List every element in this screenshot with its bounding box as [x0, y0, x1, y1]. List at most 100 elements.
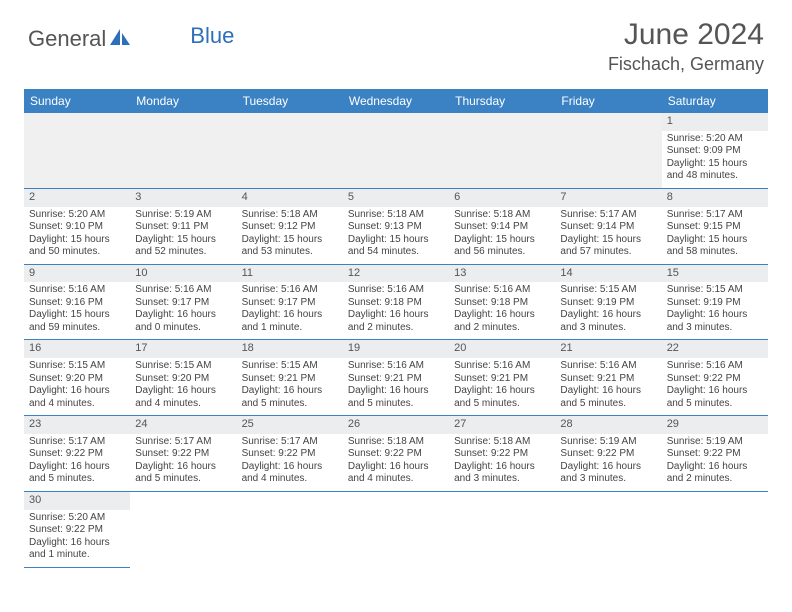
day-number: 25: [237, 416, 343, 434]
daylight-text: Daylight: 16 hours and 2 minutes.: [667, 461, 763, 486]
calendar-cell: [555, 491, 661, 567]
daylight-text: Daylight: 16 hours and 5 minutes.: [348, 385, 444, 410]
day-number: 21: [555, 340, 661, 358]
day-header: Tuesday: [237, 89, 343, 113]
calendar-cell: 13Sunrise: 5:16 AMSunset: 9:18 PMDayligh…: [449, 264, 555, 340]
location: Fischach, Germany: [608, 54, 764, 75]
sunset-text: Sunset: 9:21 PM: [348, 373, 444, 386]
daylight-text: Daylight: 16 hours and 3 minutes.: [560, 461, 656, 486]
daylight-text: Daylight: 16 hours and 2 minutes.: [348, 309, 444, 334]
day-number: 18: [237, 340, 343, 358]
daylight-text: Daylight: 15 hours and 52 minutes.: [135, 234, 231, 259]
calendar-cell: 8Sunrise: 5:17 AMSunset: 9:15 PMDaylight…: [662, 188, 768, 264]
sunset-text: Sunset: 9:13 PM: [348, 221, 444, 234]
sunset-text: Sunset: 9:12 PM: [242, 221, 338, 234]
day-number: 1: [662, 113, 768, 131]
day-number: 10: [130, 265, 236, 283]
sunrise-text: Sunrise: 5:20 AM: [667, 133, 763, 146]
day-number: 3: [130, 189, 236, 207]
sunset-text: Sunset: 9:21 PM: [560, 373, 656, 386]
sunset-text: Sunset: 9:14 PM: [560, 221, 656, 234]
calendar-cell: 2 Sunrise: 5:20 AMSunset: 9:10 PMDaylight…: [24, 188, 130, 264]
header: General Blue June 2024 Fischach, Germany: [0, 0, 792, 83]
day-number: 14: [555, 265, 661, 283]
sunset-text: Sunset: 9:22 PM: [560, 448, 656, 461]
calendar-cell: 17Sunrise: 5:15 AMSunset: 9:20 PMDayligh…: [130, 340, 236, 416]
calendar-cell: 10Sunrise: 5:16 AMSunset: 9:17 PMDayligh…: [130, 264, 236, 340]
sunrise-text: Sunrise: 5:16 AM: [454, 360, 550, 373]
day-number: 22: [662, 340, 768, 358]
calendar-cell: 15Sunrise: 5:15 AMSunset: 9:19 PMDayligh…: [662, 264, 768, 340]
sunset-text: Sunset: 9:14 PM: [454, 221, 550, 234]
sunset-text: Sunset: 9:22 PM: [135, 448, 231, 461]
sunrise-text: Sunrise: 5:17 AM: [135, 436, 231, 449]
sunrise-text: Sunrise: 5:18 AM: [454, 209, 550, 222]
sunrise-text: Sunrise: 5:15 AM: [135, 360, 231, 373]
sunrise-text: Sunrise: 5:16 AM: [29, 284, 125, 297]
daylight-text: Daylight: 16 hours and 5 minutes.: [454, 385, 550, 410]
day-number: 13: [449, 265, 555, 283]
sunset-text: Sunset: 9:22 PM: [29, 524, 125, 537]
sunrise-text: Sunrise: 5:20 AM: [29, 209, 125, 222]
sunrise-text: Sunrise: 5:16 AM: [454, 284, 550, 297]
sunrise-text: Sunrise: 5:15 AM: [29, 360, 125, 373]
day-header: Thursday: [449, 89, 555, 113]
day-number: 2: [24, 189, 130, 207]
day-number: 24: [130, 416, 236, 434]
daylight-text: Daylight: 15 hours and 50 minutes.: [29, 234, 125, 259]
calendar-week: 9Sunrise: 5:16 AMSunset: 9:16 PMDaylight…: [24, 264, 768, 340]
calendar-cell: [343, 113, 449, 188]
sunset-text: Sunset: 9:17 PM: [242, 297, 338, 310]
sunrise-text: Sunrise: 5:17 AM: [29, 436, 125, 449]
calendar-cell: [24, 113, 130, 188]
daylight-text: Daylight: 16 hours and 0 minutes.: [135, 309, 231, 334]
calendar-cell: [343, 491, 449, 567]
sunrise-text: Sunrise: 5:17 AM: [560, 209, 656, 222]
daylight-text: Daylight: 16 hours and 2 minutes.: [454, 309, 550, 334]
calendar-cell: [237, 113, 343, 188]
calendar-cell: 23Sunrise: 5:17 AMSunset: 9:22 PMDayligh…: [24, 416, 130, 492]
day-header: Wednesday: [343, 89, 449, 113]
calendar-cell: 29Sunrise: 5:19 AMSunset: 9:22 PMDayligh…: [662, 416, 768, 492]
daylight-text: Daylight: 16 hours and 5 minutes.: [667, 385, 763, 410]
calendar-cell: [449, 491, 555, 567]
day-number: 27: [449, 416, 555, 434]
sunset-text: Sunset: 9:18 PM: [454, 297, 550, 310]
sunset-text: Sunset: 9:21 PM: [454, 373, 550, 386]
day-header: Friday: [555, 89, 661, 113]
sunset-text: Sunset: 9:19 PM: [560, 297, 656, 310]
sunset-text: Sunset: 9:16 PM: [29, 297, 125, 310]
calendar-cell: [237, 491, 343, 567]
sunset-text: Sunset: 9:11 PM: [135, 221, 231, 234]
daylight-text: Daylight: 15 hours and 53 minutes.: [242, 234, 338, 259]
sunrise-text: Sunrise: 5:17 AM: [242, 436, 338, 449]
calendar-cell: 26Sunrise: 5:18 AMSunset: 9:22 PMDayligh…: [343, 416, 449, 492]
sunset-text: Sunset: 9:20 PM: [29, 373, 125, 386]
daylight-text: Daylight: 16 hours and 4 minutes.: [29, 385, 125, 410]
day-number: 28: [555, 416, 661, 434]
day-number: 30: [24, 492, 130, 510]
day-number: 17: [130, 340, 236, 358]
calendar-week: 23Sunrise: 5:17 AMSunset: 9:22 PMDayligh…: [24, 416, 768, 492]
sunrise-text: Sunrise: 5:18 AM: [242, 209, 338, 222]
sunrise-text: Sunrise: 5:16 AM: [242, 284, 338, 297]
daylight-text: Daylight: 16 hours and 3 minutes.: [667, 309, 763, 334]
sunrise-text: Sunrise: 5:19 AM: [560, 436, 656, 449]
day-number: 23: [24, 416, 130, 434]
day-number: 15: [662, 265, 768, 283]
sunset-text: Sunset: 9:10 PM: [29, 221, 125, 234]
sunrise-text: Sunrise: 5:20 AM: [29, 512, 125, 525]
sunset-text: Sunset: 9:09 PM: [667, 145, 763, 158]
logo: General Blue: [28, 18, 234, 52]
calendar-cell: 27Sunrise: 5:18 AMSunset: 9:22 PMDayligh…: [449, 416, 555, 492]
sunset-text: Sunset: 9:22 PM: [29, 448, 125, 461]
calendar-cell: 30Sunrise: 5:20 AMSunset: 9:22 PMDayligh…: [24, 491, 130, 567]
day-number: 12: [343, 265, 449, 283]
daylight-text: Daylight: 16 hours and 4 minutes.: [242, 461, 338, 486]
calendar-cell: [555, 113, 661, 188]
sunset-text: Sunset: 9:18 PM: [348, 297, 444, 310]
calendar-cell: 25Sunrise: 5:17 AMSunset: 9:22 PMDayligh…: [237, 416, 343, 492]
calendar-cell: 6Sunrise: 5:18 AMSunset: 9:14 PMDaylight…: [449, 188, 555, 264]
sunrise-text: Sunrise: 5:18 AM: [348, 436, 444, 449]
daylight-text: Daylight: 16 hours and 5 minutes.: [135, 461, 231, 486]
